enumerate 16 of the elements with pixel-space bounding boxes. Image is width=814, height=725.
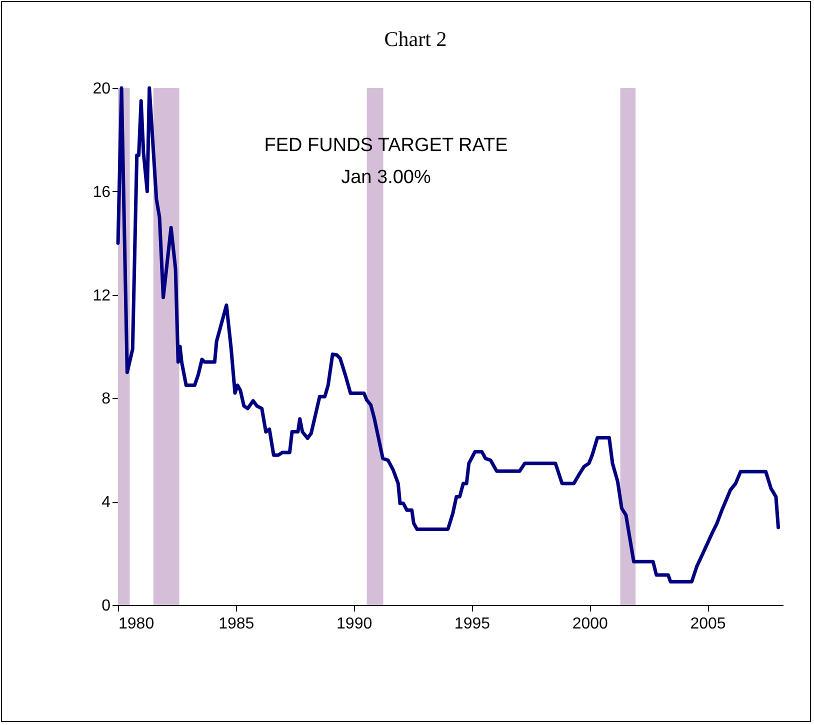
annotation: Jan 3.00% <box>341 167 431 188</box>
chart-title: Chart 2 <box>384 27 447 51</box>
y-tick-label: 4 <box>102 494 111 512</box>
x-tick-label: 1985 <box>218 616 254 632</box>
x-tick-label: 2000 <box>572 616 608 632</box>
x-tick-label: 1990 <box>336 616 372 632</box>
y-tick-label: 16 <box>92 184 111 201</box>
y-tick-label: 0 <box>102 598 111 614</box>
y-tick-label: 12 <box>92 287 111 304</box>
x-tick-label: 1995 <box>454 616 490 632</box>
y-tick-label: 8 <box>102 390 111 408</box>
line-series <box>116 86 780 584</box>
y-tick-label: 20 <box>92 80 111 98</box>
x-tick-label: 1980 <box>118 616 154 632</box>
annotation: FED FUNDS TARGET RATE <box>264 135 508 156</box>
x-tick-label: 2005 <box>690 616 726 632</box>
